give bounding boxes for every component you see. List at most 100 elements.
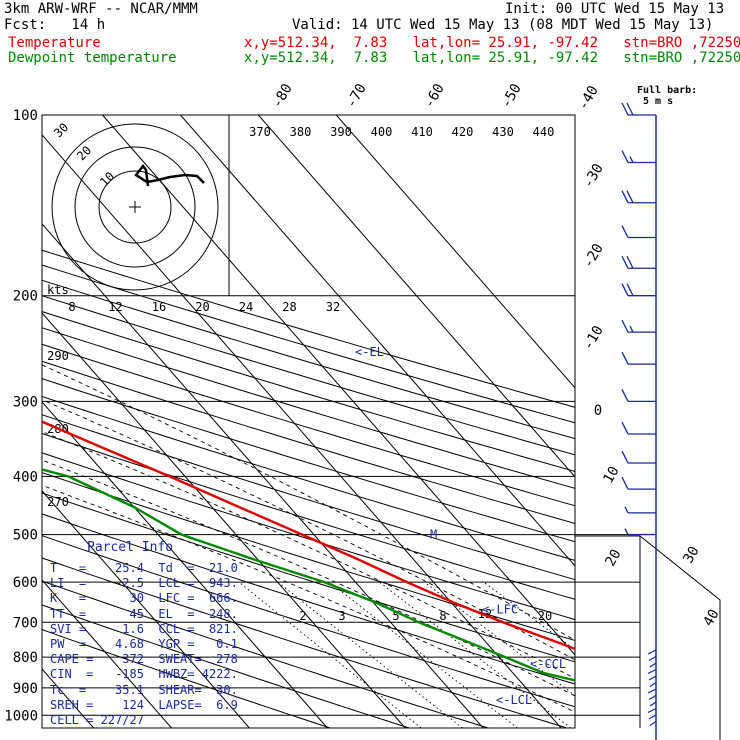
dry-adiabat-line bbox=[42, 492, 575, 663]
wind-barb-flag bbox=[621, 421, 629, 435]
dry-adiabat-line bbox=[42, 557, 568, 728]
dry-adiabat-line bbox=[42, 311, 575, 472]
parcel-level-annotation: <-CCL bbox=[530, 657, 566, 671]
wind-barb-low-level bbox=[647, 707, 657, 714]
isotherm-tick-label: -80 bbox=[269, 81, 296, 111]
pressure-tick-label: 800 bbox=[13, 650, 38, 666]
hodograph-speed-label: 24 bbox=[239, 300, 253, 314]
pressure-tick-label: 200 bbox=[13, 289, 38, 305]
wind-barb bbox=[621, 450, 656, 464]
wind-barb bbox=[621, 351, 656, 365]
isotherm-tick-label: -60 bbox=[421, 81, 448, 111]
mixing-ratio-line bbox=[277, 581, 463, 728]
hodograph-ring-label: 30 bbox=[51, 120, 71, 140]
mixing-ratio-label: 2 bbox=[299, 609, 306, 623]
moist-adiabat-label: 270 bbox=[47, 495, 69, 509]
wind-barb-flag bbox=[621, 283, 629, 296]
hodograph-trace bbox=[134, 163, 205, 187]
full-barb-label: Full barb: bbox=[637, 85, 697, 96]
mixing-ratio-label: 3 bbox=[338, 609, 345, 623]
wind-barb-flag bbox=[621, 351, 629, 365]
isotherm-line bbox=[42, 134, 562, 728]
dry-adiabat-line bbox=[42, 279, 575, 440]
isotherm-tick-label: 0 bbox=[594, 403, 602, 419]
wind-barb bbox=[621, 319, 656, 333]
dry-adiabat-line bbox=[42, 343, 575, 507]
hodograph-speed-label: 32 bbox=[326, 300, 340, 314]
parcel-info-row: SREH = 124 LAPSE= 6.9 bbox=[50, 697, 238, 712]
temperature-legend: Temperature x,y=512.34, 7.83 lat,lon= 25… bbox=[8, 35, 740, 51]
wind-barb-low-level bbox=[649, 662, 657, 668]
isotherm-line bbox=[180, 115, 575, 567]
dry-adiabat-label: 440 bbox=[533, 125, 555, 139]
isotherm-tick-label: -50 bbox=[498, 81, 525, 111]
wind-barb bbox=[621, 150, 656, 164]
wind-barb-half-flag bbox=[629, 325, 634, 333]
hodograph-ring-label: 20 bbox=[74, 143, 94, 163]
temperature-profile bbox=[42, 420, 575, 651]
wind-barb-low-level bbox=[648, 694, 657, 701]
wind-barb-half-flag bbox=[624, 528, 629, 535]
wind-barb bbox=[624, 528, 656, 536]
wind-barb bbox=[621, 225, 656, 239]
init-time: Init: 00 UTC Wed 15 May 13 bbox=[505, 1, 725, 17]
parcel-info-row: PW = 4.68 YGP = 0.1 bbox=[50, 637, 238, 651]
isotherm-tick-label: -10 bbox=[580, 323, 607, 353]
isotherm-line bbox=[42, 223, 484, 728]
wind-barb-low-level bbox=[649, 721, 657, 726]
wind-barb bbox=[624, 506, 656, 514]
wind-barb-flag bbox=[626, 102, 634, 116]
wind-barb-flag bbox=[621, 150, 629, 163]
isotherm-line bbox=[42, 312, 406, 728]
wind-barb-flag bbox=[621, 476, 629, 490]
dry-adiabat-label: 410 bbox=[411, 125, 433, 139]
wind-barb-low-level bbox=[647, 668, 657, 675]
wind-barb-low-level bbox=[648, 675, 657, 681]
parcel-info-row: K = 30 LFC = 666. bbox=[50, 591, 238, 606]
isotherm-tick-label: -70 bbox=[343, 81, 370, 111]
hodograph-unit-label: kts bbox=[47, 283, 69, 297]
wind-barb bbox=[621, 190, 656, 204]
hodograph-speed-label: 20 bbox=[195, 300, 209, 314]
pressure-tick-label: 100 bbox=[13, 108, 38, 124]
hodograph-ring-label: 10 bbox=[97, 169, 117, 189]
parcel-level-annotation: M bbox=[430, 528, 437, 542]
isotherm-line bbox=[42, 579, 172, 728]
wind-barb-low-level bbox=[649, 701, 657, 707]
hodograph-ring bbox=[98, 170, 172, 244]
isotherm-tick-label: -20 bbox=[580, 241, 607, 271]
wind-barb-low-level bbox=[647, 688, 657, 694]
isotherm-line bbox=[0, 115, 16, 728]
isotherm-line bbox=[257, 115, 575, 478]
wind-barb-low-level bbox=[648, 714, 657, 720]
parcel-info-row: LI = -2.5 LCL = 943. bbox=[50, 576, 238, 591]
mixing-ratio-label: 8 bbox=[439, 609, 446, 623]
parcel-info-row: SVI = 1.6 CCL = 821. bbox=[50, 621, 238, 636]
dry-adiabat-line bbox=[42, 472, 575, 641]
mixing-ratio-label: 5 bbox=[392, 609, 399, 623]
isotherm-line bbox=[335, 115, 575, 389]
wind-barb-flag bbox=[626, 255, 634, 269]
dry-adiabat-label: 420 bbox=[452, 125, 474, 139]
dry-adiabat-line bbox=[42, 414, 575, 581]
pressure-tick-label: 500 bbox=[13, 528, 38, 544]
dry-adiabat-line bbox=[42, 360, 575, 525]
moist-adiabat-line bbox=[42, 364, 575, 641]
pressure-tick-label: 900 bbox=[13, 681, 38, 697]
wind-barb-flag bbox=[621, 450, 629, 464]
dry-adiabat-line bbox=[42, 629, 331, 728]
mixing-ratio-line bbox=[329, 581, 518, 728]
isotherm-tick-label: 30 bbox=[680, 544, 702, 567]
wind-barb bbox=[621, 476, 656, 490]
dry-adiabat-label: 380 bbox=[290, 125, 312, 139]
wind-barb-flag bbox=[621, 102, 629, 116]
dry-adiabat-line bbox=[42, 604, 410, 728]
dry-adiabat-line bbox=[42, 535, 575, 708]
wind-barb-flag bbox=[621, 389, 629, 402]
hodograph-speed-label: 8 bbox=[68, 300, 75, 314]
parcel-level-annotation: <-LCL bbox=[496, 693, 532, 707]
dry-adiabat-line bbox=[42, 295, 575, 456]
dry-adiabat-label: 430 bbox=[492, 125, 514, 139]
parcel-info-row: CAPE = 372 SWEAT= 278 bbox=[50, 652, 238, 667]
